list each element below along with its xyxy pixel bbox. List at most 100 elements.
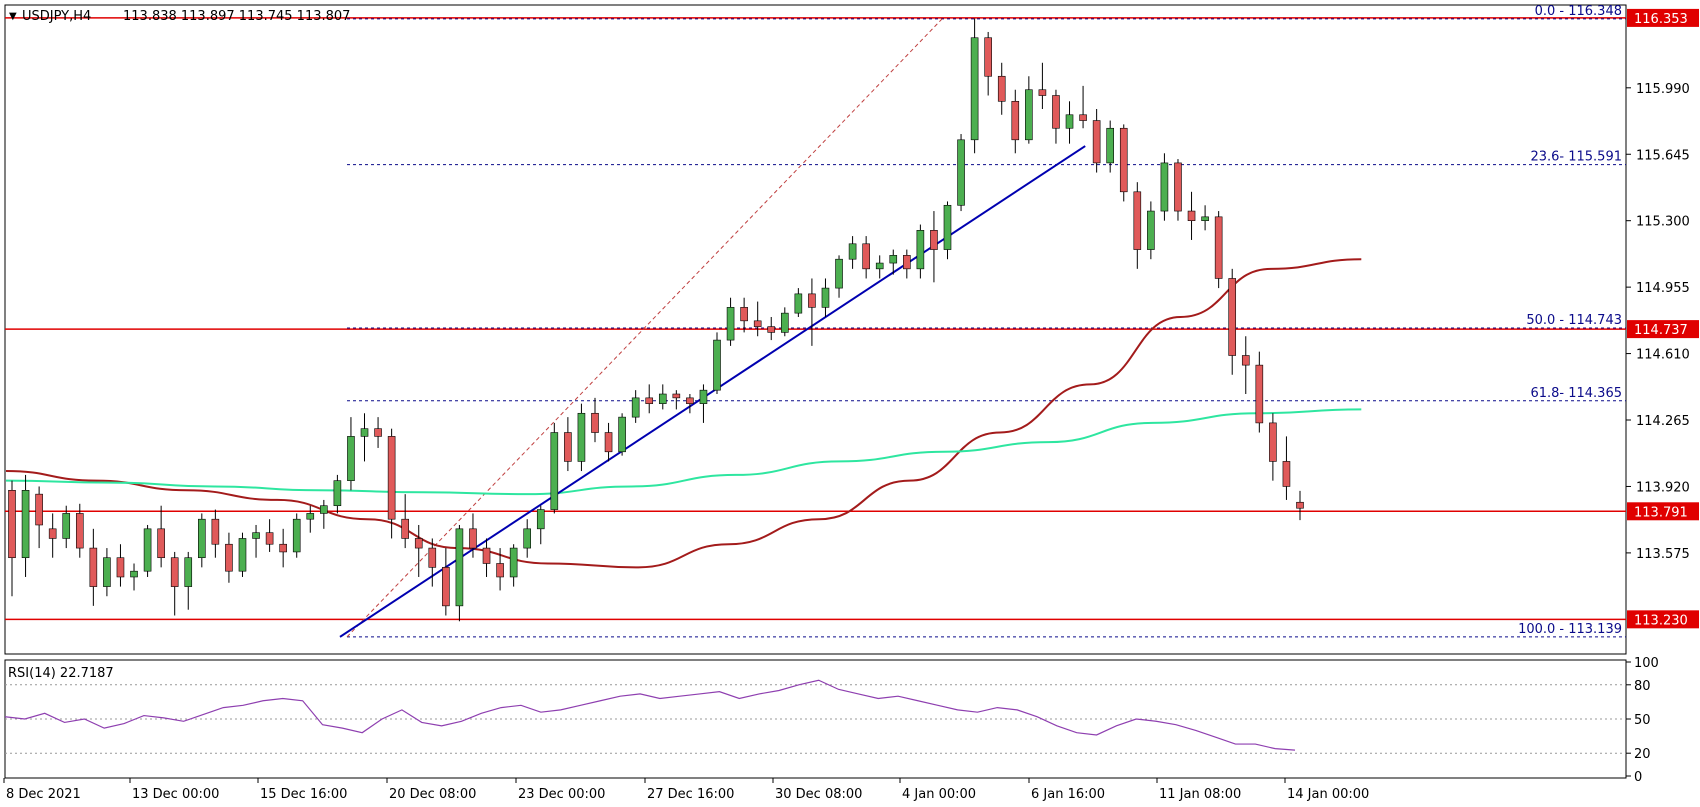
candle-body [89,547,98,587]
ma-fast-line [5,408,1362,496]
fib-level-label: 100.0 - 113.139 [1518,622,1622,637]
candle-body [360,428,369,437]
candle-body [1079,114,1087,121]
rsi-label: RSI(14) 22.7187 [8,666,114,681]
candle-body [591,412,599,433]
trendline [339,145,1086,638]
support-trendline [339,145,1086,638]
moving-averages [5,258,1362,569]
rsi-line [4,679,1296,751]
price-tick-label: 113.920 [1636,480,1690,495]
candle-body [184,557,193,587]
price-tick-label: 115.300 [1636,215,1690,230]
candle-body [984,37,992,77]
candle-body [1025,89,1033,141]
candle-body [496,563,504,578]
rsi-tick-label: 0 [1634,770,1642,785]
candle-body [306,513,315,520]
fib-diagonal [346,18,943,638]
candle-body [265,532,274,545]
candle-body [62,513,71,539]
level-price-label: 114.737 [1634,323,1688,338]
time-tick-label: 4 Jan 00:00 [902,787,976,802]
time-tick-label: 6 Jan 16:00 [1031,787,1105,802]
candle-body [1228,278,1237,356]
level-price-label: 113.230 [1634,613,1688,628]
time-tick-label: 20 Dec 08:00 [389,787,476,802]
time-tick-label: 8 Dec 2021 [6,787,81,802]
candle-body [170,557,179,587]
candle-body [157,528,165,559]
candle-body [347,436,355,481]
time-tick-label: 27 Dec 16:00 [647,787,734,802]
candle-body [780,312,789,333]
candle-body [21,490,30,559]
candle-body [1187,210,1196,221]
candle-body [455,528,464,607]
candle-body [1282,461,1291,487]
candle-body [333,480,342,507]
candle-body [130,570,138,578]
candle-body [387,436,396,520]
level-price-label: 113.791 [1634,505,1688,520]
candle-body [794,293,803,314]
candle-body [35,493,43,526]
candle-body [1011,100,1020,141]
time-tick-label: 14 Jan 00:00 [1287,787,1369,802]
price-tick-label: 114.955 [1636,281,1690,296]
candle-body [767,326,776,333]
candle-body [889,255,898,264]
candle-body [252,532,260,539]
time-tick-label: 23 Dec 00:00 [518,787,605,802]
candle-body [482,547,491,564]
candle-body [8,490,16,559]
candle-body [577,412,586,462]
candle-body [672,393,681,399]
candle-body [1201,216,1209,221]
candle-body [1214,216,1223,279]
price-tick-label: 114.265 [1636,414,1690,429]
candle-body [699,389,708,404]
candle-body [1038,89,1047,96]
candle-body [808,293,816,308]
candle-body [930,230,938,250]
fib-level-label: 0.0 - 116.348 [1535,4,1622,19]
candle-body [428,547,437,568]
candle-body [1147,210,1155,250]
rsi-tick-label: 100 [1634,656,1659,671]
time-tick-label: 30 Dec 08:00 [775,787,862,802]
candle-body [740,307,748,322]
candle-body [848,243,857,260]
candle-body [292,518,301,553]
candle-body [957,139,965,206]
candle-body [1174,162,1182,212]
candle-body [658,393,667,404]
candle-body [414,538,423,549]
candle-body [645,397,654,404]
price-axis: 115.990 115.645 115.300 114.955 114.610 114.2… [1626,82,1690,562]
candle-body [550,432,559,510]
candle-body [523,528,532,549]
candle-body [401,518,409,539]
rsi-indicator: 100 80 50 20 0 [4,656,1659,785]
time-axis: 8 Dec 2021 13 Dec 00:00 15 Dec 16:00 20 Dec… [3,778,1369,802]
candle-body [1065,114,1074,129]
candle-body [903,255,911,270]
candle-body [238,538,247,572]
price-tick-label: 113.575 [1636,547,1690,562]
candle-body [75,513,84,549]
candle-body [509,547,518,578]
time-tick-label: 11 Jan 08:00 [1159,787,1241,802]
candle-body [564,432,572,462]
time-tick-label: 15 Dec 16:00 [260,787,347,802]
level-price-label: 116.353 [1634,12,1688,27]
candle-body [821,287,830,308]
candle-body [469,528,477,549]
fib-level-label: 23.6- 115.591 [1530,150,1622,165]
candle-body [198,518,206,559]
level-price-box [1627,610,1699,629]
candle-body [835,258,843,289]
rsi-tick-label: 50 [1634,713,1651,728]
candle-body [225,543,233,572]
